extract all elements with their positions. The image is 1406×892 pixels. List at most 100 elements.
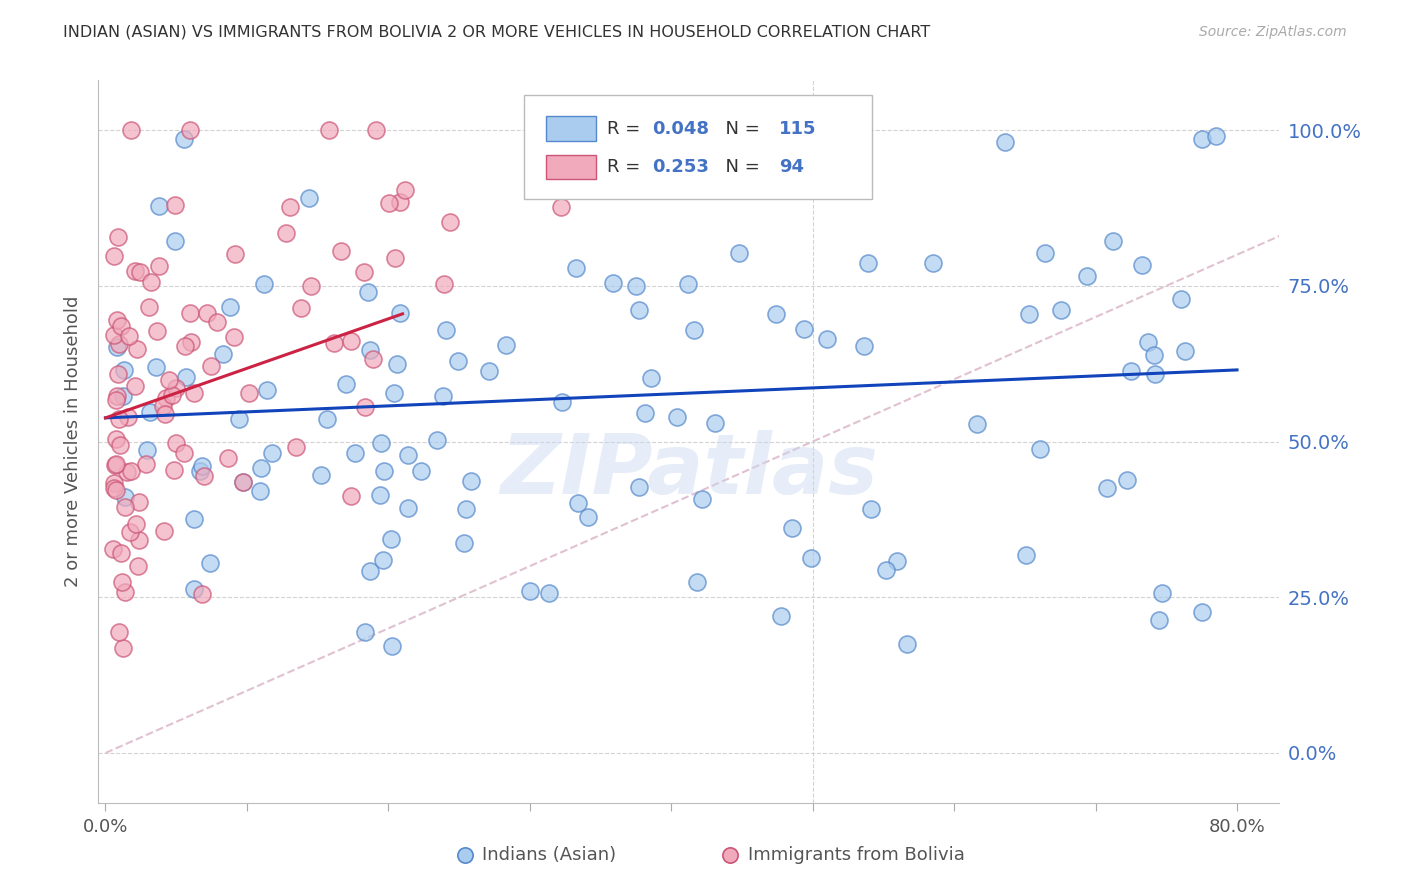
Point <box>550 200 572 214</box>
Point <box>163 234 186 248</box>
Point <box>800 551 823 566</box>
Point <box>228 412 250 426</box>
Point <box>120 123 142 137</box>
Point <box>135 457 157 471</box>
Point <box>155 391 177 405</box>
Point <box>460 475 482 489</box>
Point <box>1191 132 1213 146</box>
Point <box>298 191 321 205</box>
Point <box>370 488 392 502</box>
Point <box>447 354 470 368</box>
Point <box>120 464 142 478</box>
Text: Source: ZipAtlas.com: Source: ZipAtlas.com <box>1199 25 1347 39</box>
Point <box>260 446 283 460</box>
Point <box>112 363 135 377</box>
Point <box>389 195 412 210</box>
Point <box>1095 481 1118 495</box>
Point <box>339 334 361 348</box>
Point <box>139 405 162 419</box>
Point <box>565 159 588 173</box>
Point <box>114 585 136 599</box>
Point <box>624 279 647 293</box>
Point <box>290 301 312 315</box>
Point <box>105 457 128 471</box>
Point <box>284 440 307 454</box>
Point <box>183 386 205 401</box>
Point <box>160 388 183 402</box>
Point <box>105 312 128 326</box>
Point <box>152 399 174 413</box>
Point <box>193 468 215 483</box>
Point <box>1015 548 1038 562</box>
Point <box>1076 268 1098 283</box>
Text: INDIAN (ASIAN) VS IMMIGRANTS FROM BOLIVIA 2 OR MORE VEHICLES IN HOUSEHOLD CORREL: INDIAN (ASIAN) VS IMMIGRANTS FROM BOLIVI… <box>63 25 931 40</box>
Point <box>104 433 127 447</box>
Point <box>110 318 132 333</box>
Point <box>103 476 125 491</box>
Point <box>815 332 838 346</box>
Point <box>141 275 163 289</box>
Point <box>628 302 651 317</box>
Point <box>103 328 125 343</box>
Point <box>107 230 129 244</box>
Point <box>125 517 148 532</box>
Point <box>394 182 416 196</box>
Point <box>555 183 578 197</box>
Point <box>602 277 624 291</box>
Point <box>433 277 456 291</box>
Point <box>371 552 394 566</box>
FancyBboxPatch shape <box>546 117 596 141</box>
Point <box>896 637 918 651</box>
Point <box>1049 302 1071 317</box>
Point <box>627 479 650 493</box>
Point <box>112 389 135 403</box>
Point <box>165 381 187 395</box>
Point <box>183 582 205 596</box>
Point <box>780 521 803 535</box>
Point <box>380 533 402 547</box>
Point <box>537 586 560 600</box>
Text: ZIPatlas: ZIPatlas <box>501 430 877 511</box>
Y-axis label: 2 or more Vehicles in Household: 2 or more Vehicles in Household <box>63 296 82 587</box>
Point <box>114 500 136 514</box>
Point <box>124 264 146 278</box>
Point <box>633 406 655 420</box>
Point <box>129 265 152 279</box>
Point <box>477 364 499 378</box>
Point <box>856 256 879 270</box>
Point <box>526 123 548 137</box>
Point <box>1136 334 1159 349</box>
Point <box>138 300 160 314</box>
Point <box>107 367 129 381</box>
Point <box>922 255 945 269</box>
Point <box>527 123 550 137</box>
Point <box>373 464 395 478</box>
Point <box>678 277 700 291</box>
Point <box>174 339 197 353</box>
Point <box>1029 442 1052 457</box>
Point <box>165 198 187 212</box>
Point <box>110 546 132 560</box>
Point <box>728 245 751 260</box>
Text: N =: N = <box>714 158 765 176</box>
Point <box>146 324 169 338</box>
Text: N =: N = <box>714 120 765 137</box>
Point <box>359 343 381 357</box>
Point <box>148 259 170 273</box>
Point <box>1191 605 1213 619</box>
Point <box>704 417 727 431</box>
Point <box>148 199 170 213</box>
Point <box>163 463 186 477</box>
Point <box>124 379 146 393</box>
Point <box>231 475 253 489</box>
Point <box>761 183 783 197</box>
Point <box>640 371 662 385</box>
Point <box>353 265 375 279</box>
Point <box>117 410 139 425</box>
Point <box>793 322 815 336</box>
Point <box>136 442 159 457</box>
Point <box>128 495 150 509</box>
Point <box>381 639 404 653</box>
FancyBboxPatch shape <box>523 95 872 200</box>
Point <box>101 541 124 556</box>
